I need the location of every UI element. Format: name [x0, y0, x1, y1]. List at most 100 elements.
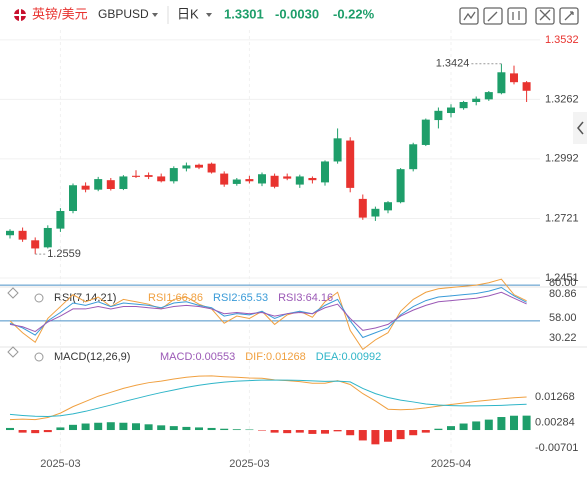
candle-body: [497, 72, 506, 94]
macd-title: MACD(12,26,9): [54, 351, 130, 363]
rsi-axis-label: 80.00: [549, 277, 577, 289]
candle-body: [119, 176, 128, 189]
tool-button[interactable]: [483, 7, 503, 25]
candle-body: [358, 198, 367, 218]
y-tick-label: 1.3532: [545, 34, 579, 46]
candle-body: [434, 110, 443, 121]
rsi-axis-label: 58.00: [549, 312, 577, 324]
tool-button[interactable]: [559, 7, 579, 25]
macd-bar: [321, 430, 329, 434]
candle-body: [321, 161, 329, 183]
candle-body: [207, 163, 216, 173]
candle-body: [157, 176, 166, 182]
macd-bar: [245, 429, 254, 431]
candle-body: [132, 175, 140, 177]
candle-body: [472, 98, 481, 103]
candle-body: [195, 164, 203, 168]
x-tick-label: 2025-04: [431, 458, 471, 470]
candle-body: [308, 177, 317, 181]
rsi-legend: RSI2:65.53: [213, 292, 268, 304]
dropdown[interactable]: [206, 13, 212, 17]
macd-bar: [182, 426, 191, 431]
candle-body: [447, 107, 455, 114]
change: -0.0030: [275, 6, 319, 21]
side-toggle[interactable]: [573, 112, 587, 144]
candle-body: [283, 176, 292, 179]
y-tick-label: 1.2721: [545, 212, 579, 224]
price: 1.3301: [224, 6, 264, 21]
change-pct: -0.22%: [333, 6, 375, 21]
macd-bar: [333, 430, 342, 432]
macd-bar: [207, 427, 216, 431]
dropdown[interactable]: [152, 13, 158, 17]
tool-button[interactable]: [507, 7, 527, 25]
macd-bar: [144, 424, 153, 431]
macd-bar: [119, 422, 128, 431]
x-tick-label: 2025-03: [229, 458, 269, 470]
pane-icons[interactable]: [7, 287, 44, 362]
macd-bar: [371, 430, 380, 445]
macd-bar: [6, 427, 14, 431]
candle-body: [232, 179, 241, 184]
flag-icon: [14, 9, 26, 21]
macd-bar: [270, 430, 279, 433]
candle-body: [295, 176, 304, 185]
macd-bar: [94, 422, 103, 431]
rsi-title: RSI(7,14,21): [54, 292, 116, 304]
candle-body: [182, 165, 191, 169]
macd-bar: [396, 430, 405, 440]
candle-body: [31, 240, 40, 249]
candle-body: [43, 227, 52, 248]
macd-bar: [106, 422, 115, 431]
candle-body: [56, 211, 65, 229]
candle-body: [333, 138, 342, 162]
x-tick-label: 2025-03: [40, 458, 80, 470]
candle-body: [220, 173, 229, 185]
pair-name[interactable]: 英镑/美元: [32, 6, 88, 21]
candle-body: [484, 92, 493, 100]
macd-bar: [484, 419, 493, 431]
macd-bar: [434, 428, 443, 431]
chevron[interactable]: [577, 121, 584, 135]
candle-body: [346, 140, 355, 188]
candle-body: [81, 185, 90, 190]
macd-bar: [31, 430, 40, 434]
macd-bar: [308, 430, 317, 434]
tool-button[interactable]: [535, 7, 555, 25]
candle-body: [245, 179, 254, 182]
macd-bar: [132, 423, 140, 431]
candle-body: [409, 144, 418, 170]
y-tick-label: 1.3262: [545, 93, 579, 105]
candle-body: [270, 175, 279, 187]
y-tick-label: 1.2992: [545, 153, 579, 165]
candle-body: [371, 208, 380, 217]
macd-bar: [232, 429, 241, 431]
macd-bar: [472, 421, 481, 431]
rsi-legend: RSI1:66.86: [148, 292, 203, 304]
macd-bar: [459, 423, 468, 431]
macd-bar: [56, 427, 65, 431]
candle-body: [522, 82, 531, 91]
tool-button[interactable]: [459, 7, 479, 25]
candle-body: [396, 169, 405, 203]
macd-bar: [157, 425, 166, 431]
macd-legend: MACD:0.00553: [160, 351, 235, 363]
macd-bar: [384, 430, 392, 442]
macd-legend: DEA:0.00992: [316, 351, 381, 363]
macd-bar: [18, 430, 27, 433]
macd-bar: [409, 430, 418, 436]
candle-body: [384, 202, 392, 211]
macd-bar: [43, 430, 52, 433]
low-annotation: 1.2559: [47, 248, 81, 260]
macd-line: [9, 375, 527, 421]
macd-bar: [522, 415, 531, 431]
candle-body: [510, 73, 518, 83]
macd-bar: [295, 430, 304, 433]
period[interactable]: 日K: [177, 6, 199, 21]
macd-bar: [346, 430, 355, 436]
rsi-line: [9, 286, 527, 339]
candle-body: [18, 230, 27, 240]
macd-bar: [81, 423, 90, 431]
symbol[interactable]: GBPUSD: [98, 7, 149, 21]
